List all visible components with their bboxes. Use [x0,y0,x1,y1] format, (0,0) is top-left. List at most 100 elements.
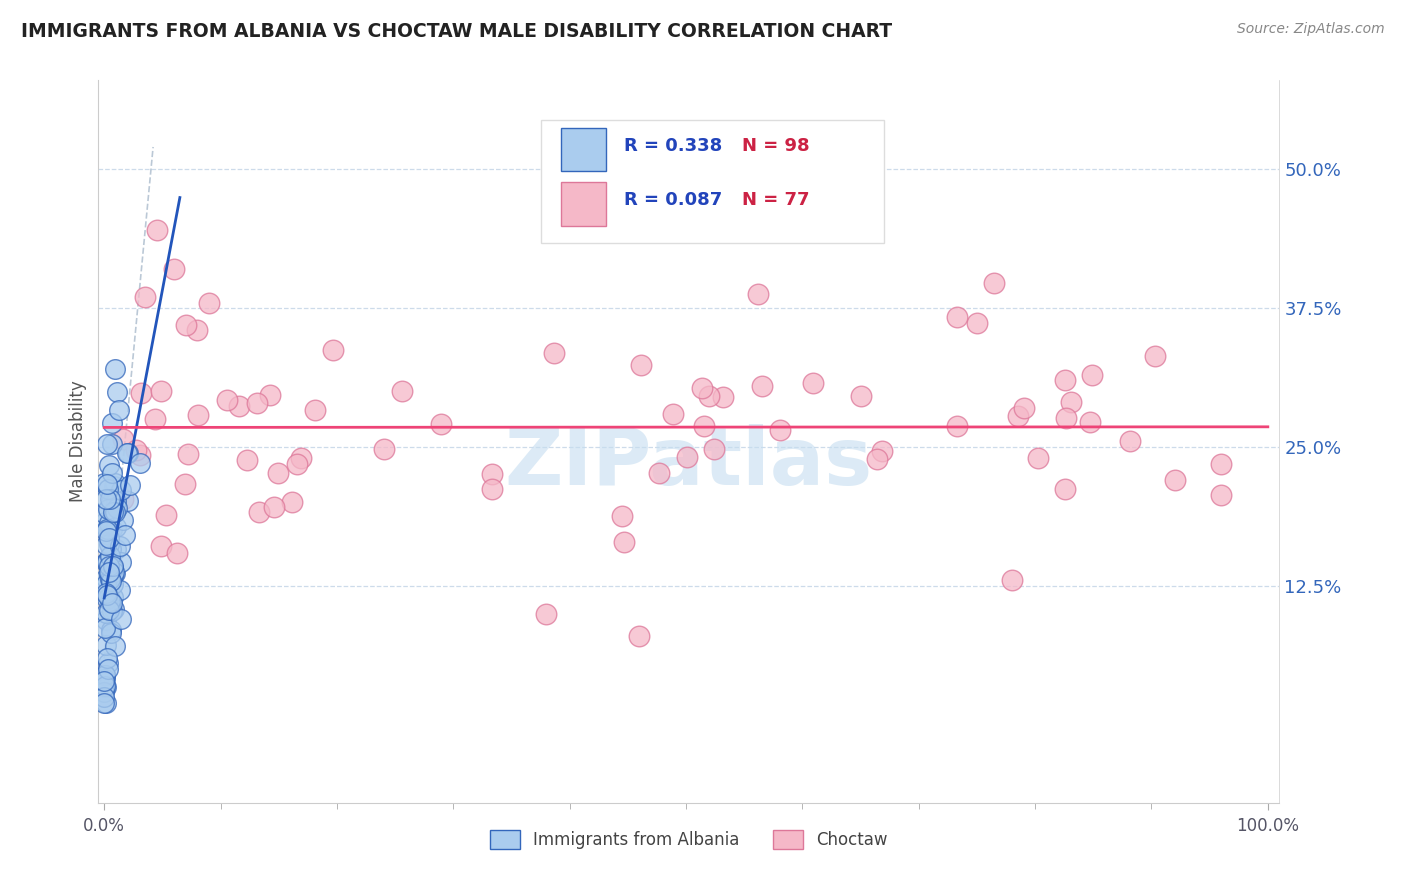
Point [104,505,127,519]
Point [108,539,131,553]
Point [103,565,125,579]
Point [100,574,122,588]
Point [1211,488,1233,502]
Point [430,417,453,432]
Point [96,588,118,602]
Point [872,443,894,458]
Point [692,381,714,395]
Point [96,437,118,451]
Point [692,419,714,434]
Point [676,450,699,465]
Y-axis label: Male Disability: Male Disability [69,381,87,502]
Point [1001,574,1024,588]
Point [1143,349,1166,363]
Point [94,538,117,552]
Point [373,442,395,456]
Point [98,603,121,617]
Point [1054,411,1077,425]
Point [176,447,198,461]
Point [94,672,117,686]
Point [93,668,115,682]
Point [93,673,115,688]
Point [481,482,503,496]
Point [97,523,120,537]
Point [150,539,173,553]
Point [711,390,734,404]
Point [97,516,120,531]
Point [143,411,166,425]
Point [96,555,118,569]
Point [285,457,308,471]
Point [100,495,122,509]
Point [101,561,124,575]
Point [129,456,152,470]
Point [134,290,156,304]
Point [155,508,177,522]
Point [98,593,121,607]
Point [174,477,197,491]
Point [747,286,769,301]
Point [100,623,122,637]
Point [93,690,115,705]
Point [150,384,173,399]
Point [543,346,565,360]
Point [1119,434,1142,449]
Point [107,501,129,516]
Point [290,451,312,466]
Point [94,613,117,627]
Point [966,316,988,330]
Point [93,582,115,596]
FancyBboxPatch shape [541,120,884,243]
Point [281,495,304,509]
Point [610,508,633,523]
Point [105,520,128,534]
Point [103,602,125,616]
Point [98,491,121,506]
Point [97,458,120,472]
Point [946,310,969,324]
Point [215,392,238,407]
Point [628,629,651,643]
Point [104,475,127,490]
Point [101,590,124,604]
Point [98,532,121,546]
Point [266,466,288,480]
Point [101,558,124,573]
Point [945,419,967,434]
Point [111,432,134,446]
Point [117,493,139,508]
Point [391,384,413,398]
Point [246,396,269,410]
Point [94,696,117,710]
Point [769,423,792,437]
Point [98,572,121,586]
Point [801,376,824,390]
Point [1081,368,1104,382]
Point [186,408,208,422]
Point [104,566,127,581]
Point [263,500,285,515]
Point [259,388,281,402]
Point [100,626,122,640]
Point [98,550,121,565]
Point [1007,409,1029,423]
Point [93,506,115,520]
Point [128,448,150,462]
Point [1211,457,1233,471]
Point [94,607,117,621]
Point [247,505,270,519]
Point [1164,474,1187,488]
Point [96,522,118,536]
Point [103,479,125,493]
Point [96,554,118,568]
Point [104,493,127,508]
Point [97,537,120,551]
Point [96,502,118,516]
Point [662,407,685,421]
Point [93,476,115,491]
Point [186,323,208,337]
Bar [561,182,606,226]
Point [983,277,1005,291]
Point [94,515,117,529]
Point [751,379,773,393]
